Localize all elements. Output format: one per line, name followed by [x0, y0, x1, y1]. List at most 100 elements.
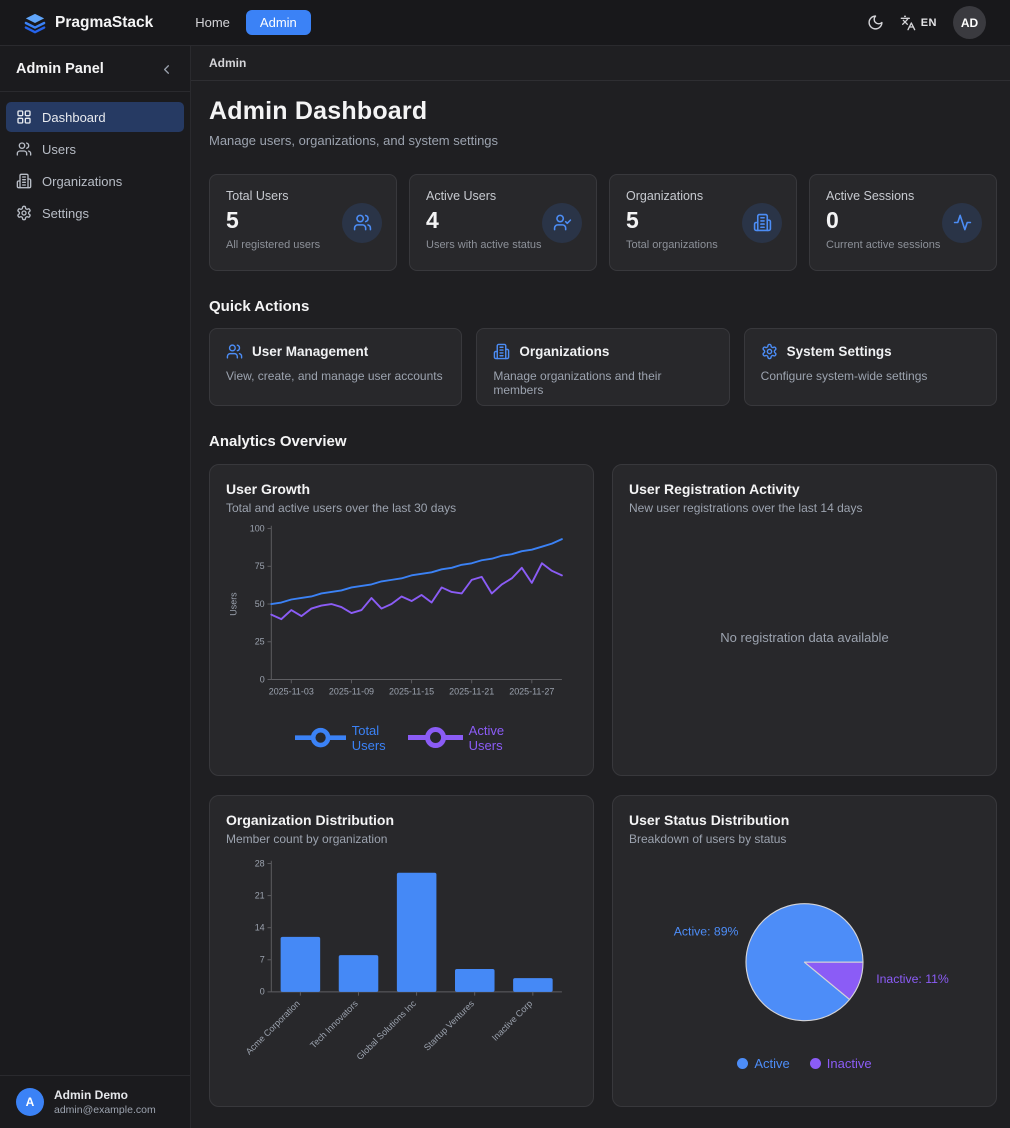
sidebar-title: Admin Panel: [16, 61, 104, 77]
svg-text:2025-11-15: 2025-11-15: [389, 687, 434, 697]
sidebar-item-label: Users: [42, 141, 76, 157]
svg-text:0: 0: [260, 674, 265, 684]
page-subtitle: Manage users, organizations, and system …: [209, 133, 499, 148]
stat-label: Active Users: [426, 189, 497, 203]
chart-title: User Growth: [226, 481, 311, 497]
svg-text:Tech Innovators: Tech Innovators: [308, 998, 360, 1050]
users-icon: [226, 343, 243, 360]
language-switcher[interactable]: EN: [900, 15, 937, 31]
quick-action-title: System Settings: [786, 344, 892, 359]
chart-subtitle: New user registrations over the last 14 …: [629, 501, 863, 515]
quick-action-description: View, create, and manage user accounts: [226, 369, 443, 383]
svg-text:Users: Users: [228, 592, 238, 616]
legend-active-users: Active Users: [407, 723, 509, 753]
svg-text:2025-11-27: 2025-11-27: [509, 687, 554, 697]
sidebar-collapse-button[interactable]: [159, 62, 174, 77]
org-distribution-bar-chart: 0 7 14 21 28 Acme Corporation Tech InnovatorsG…: [244, 858, 562, 1062]
stat-value: 4: [426, 207, 439, 233]
stat-card-active-users[interactable]: Active Users 4 Users with active status: [409, 174, 597, 271]
user-avatar[interactable]: AD: [953, 6, 986, 39]
legend-active: Active: [737, 1056, 790, 1071]
quick-action-organizations[interactable]: Organizations Manage organizations and t…: [476, 328, 730, 406]
building-icon: [742, 202, 782, 243]
stat-card-organizations[interactable]: Organizations 5 Total organizations: [609, 174, 797, 271]
chart-subtitle: Member count by organization: [226, 832, 388, 846]
svg-text:75: 75: [255, 561, 265, 571]
svg-text:7: 7: [260, 954, 265, 964]
stat-label: Active Sessions: [826, 189, 915, 203]
user-initial-avatar: A: [16, 1088, 44, 1116]
sidebar-item-dashboard[interactable]: Dashboard: [6, 102, 184, 132]
quick-actions-heading: Quick Actions: [209, 298, 310, 315]
svg-text:Active: 89%: Active: 89%: [674, 925, 739, 939]
svg-text:2025-11-21: 2025-11-21: [449, 687, 494, 697]
org-distribution-card: Organization Distribution Member count b…: [209, 795, 594, 1107]
legend-total-users: Total Users: [294, 723, 388, 753]
stat-card-total-users[interactable]: Total Users 5 All registered users: [209, 174, 397, 271]
sidebar-item-organizations[interactable]: Organizations: [6, 166, 184, 196]
stat-value: 0: [826, 207, 839, 233]
languages-icon: [900, 15, 916, 31]
user-status-card: User Status Distribution Breakdown of us…: [612, 795, 997, 1107]
stat-value: 5: [626, 207, 639, 233]
svg-text:25: 25: [255, 637, 265, 647]
stat-description: Users with active status: [426, 239, 542, 251]
svg-text:Inactive: 11%: Inactive: 11%: [876, 972, 949, 986]
stat-label: Total Users: [226, 189, 289, 203]
user-check-icon: [542, 202, 582, 243]
moon-icon: [867, 14, 884, 31]
user-email: admin@example.com: [54, 1104, 156, 1116]
svg-text:2025-11-09: 2025-11-09: [329, 687, 374, 697]
stat-description: Current active sessions: [826, 239, 941, 251]
quick-action-system-settings[interactable]: System Settings Configure system-wide se…: [743, 328, 997, 406]
language-code: EN: [920, 16, 937, 29]
svg-text:28: 28: [255, 858, 265, 868]
sidebar-item-users[interactable]: Users: [6, 134, 184, 164]
page-title: Admin Dashboard: [209, 97, 428, 125]
user-growth-legend: Total Users Active Users: [226, 723, 577, 753]
sidebar-user-section[interactable]: A Admin Demo admin@example.com: [0, 1075, 190, 1128]
chart-title: Organization Distribution: [226, 812, 394, 828]
svg-text:0: 0: [260, 986, 265, 996]
stat-label: Organizations: [626, 189, 704, 203]
chart-subtitle: Breakdown of users by status: [629, 832, 787, 846]
svg-text:21: 21: [255, 890, 265, 900]
quick-actions-row: User Management View, create, and manage…: [209, 328, 997, 406]
svg-text:2025-11-03: 2025-11-03: [269, 687, 314, 697]
svg-text:Acme Corporation: Acme Corporation: [244, 998, 302, 1056]
stat-value: 5: [226, 207, 239, 233]
brand[interactable]: PragmaStack: [24, 12, 153, 34]
sidebar-item-settings[interactable]: Settings: [6, 198, 184, 228]
stats-row: Total Users 5 All registered users Activ…: [209, 174, 997, 271]
breadcrumb-bar: Admin: [191, 46, 1010, 81]
sidebar-nav: Dashboard Users Organizations Settings: [0, 92, 190, 238]
dashboard-grid-icon: [16, 109, 32, 125]
users-icon: [342, 202, 382, 243]
quick-action-title: Organizations: [519, 344, 610, 359]
building-icon: [16, 173, 32, 189]
main-nav: Home Admin: [187, 10, 311, 35]
svg-text:Inactive Corp: Inactive Corp: [490, 998, 534, 1042]
svg-text:50: 50: [255, 599, 265, 609]
svg-text:Global Solutions Inc: Global Solutions Inc: [355, 998, 419, 1062]
theme-toggle-button[interactable]: [867, 14, 884, 31]
chart-title: User Registration Activity: [629, 481, 800, 497]
user-growth-card: User Growth Total and active users over …: [209, 464, 594, 776]
svg-text:Startup Ventures: Startup Ventures: [422, 998, 477, 1053]
user-status-pie-chart: Active: 89% Inactive: 11%: [674, 903, 949, 1022]
top-navbar: PragmaStack Home Admin EN AD: [0, 0, 1010, 46]
analytics-heading: Analytics Overview: [209, 433, 347, 450]
nav-admin[interactable]: Admin: [245, 10, 311, 35]
user-status-legend: Active Inactive: [629, 1056, 980, 1071]
brand-name: PragmaStack: [55, 13, 154, 31]
empty-state-message: No registration data available: [720, 629, 889, 645]
chevron-left-icon: [159, 62, 174, 77]
breadcrumb[interactable]: Admin: [209, 56, 247, 70]
user-growth-line-chart: 0 25 50 75 100 2025-11-03 2025-11-09 2025-11-15…: [228, 523, 563, 697]
quick-action-user-management[interactable]: User Management View, create, and manage…: [209, 328, 463, 406]
nav-home[interactable]: Home: [195, 15, 230, 30]
legend-inactive: Inactive: [809, 1056, 872, 1071]
stat-description: Total organizations: [626, 239, 718, 251]
stat-card-active-sessions[interactable]: Active Sessions 0 Current active session…: [809, 174, 997, 271]
sidebar-header: Admin Panel: [0, 46, 190, 92]
